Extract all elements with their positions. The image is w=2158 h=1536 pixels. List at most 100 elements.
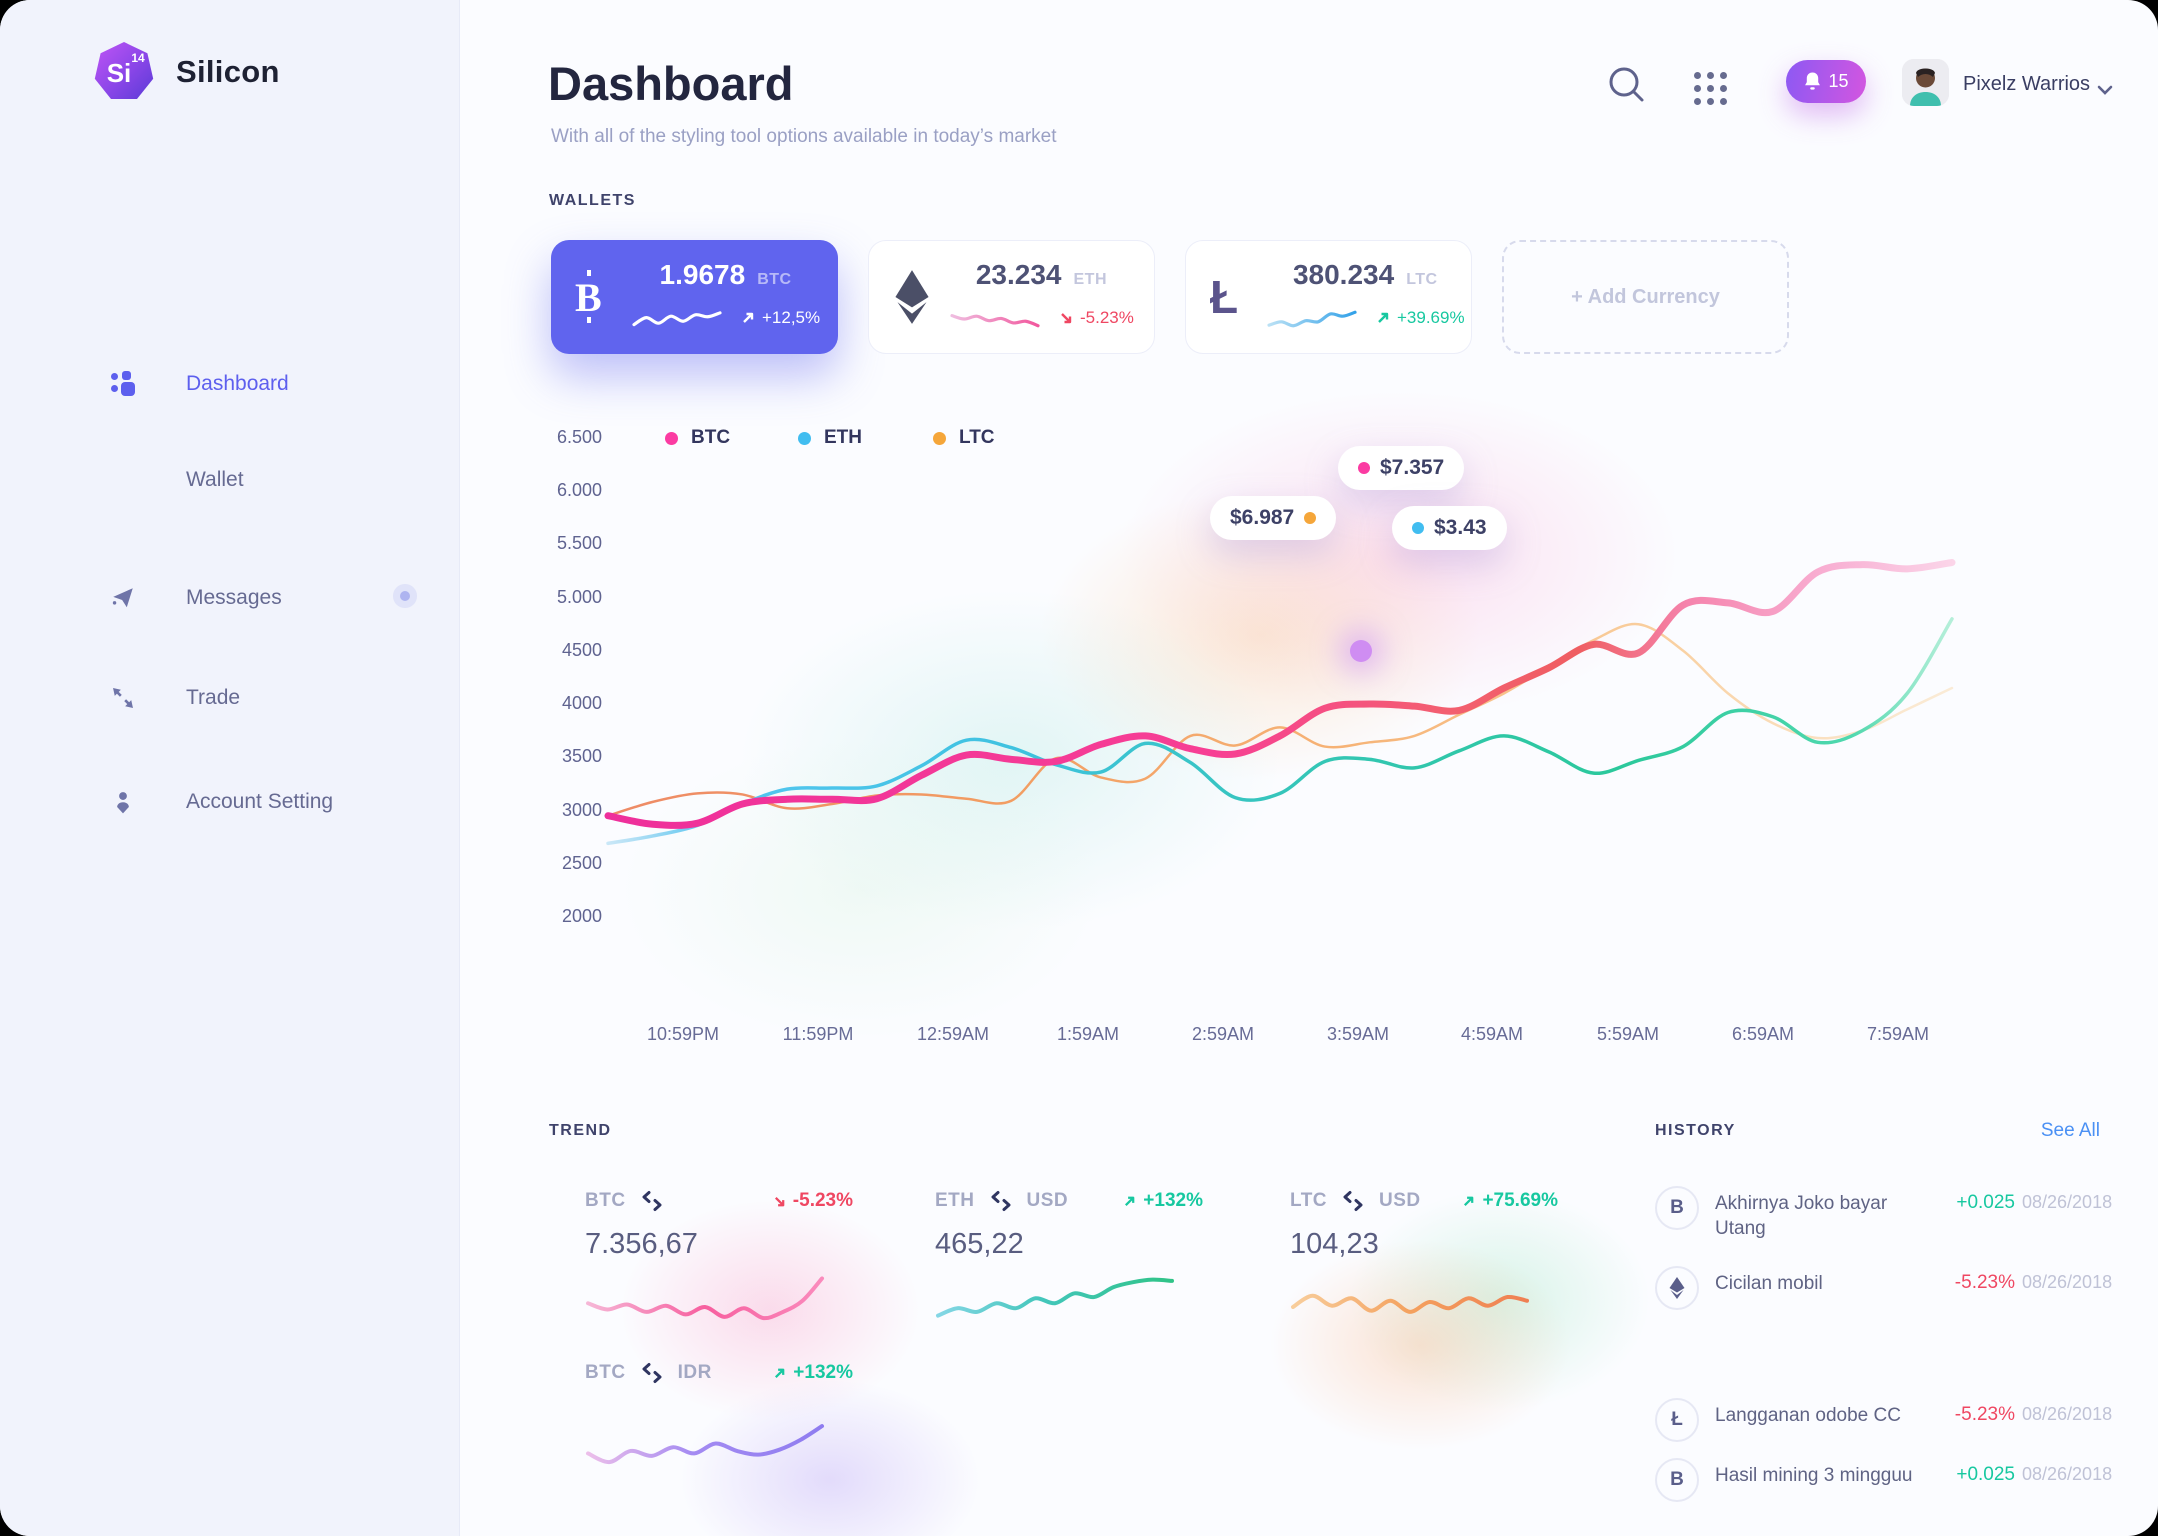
history-date: 08/26/2018 [2022,1272,2113,1292]
x-tick: 12:59AM [916,1024,990,1044]
trend-sparkline-btc-idr [586,1424,824,1465]
history-row[interactable]: Cicilan mobil -5.23% 08/26/2018 [1655,1266,2113,1310]
dashboard-icon [110,371,136,397]
silicon-logo-icon: Si 14 [94,42,154,99]
trend-value: 465,22 [935,1228,1024,1260]
trend-quote: USD [1026,1190,1069,1211]
x-tick: 2:59AM [1191,1024,1255,1044]
bell-icon [1805,72,1821,90]
wallet-card-eth[interactable]: 23.234 ETH -5.23% [868,240,1155,354]
user-name[interactable]: Pixelz Warrios [1963,73,2091,95]
sidebar-item-wallet[interactable]: Wallet [96,460,410,500]
notifications-button[interactable]: 15 [1786,60,1866,103]
litecoin-icon: Ł [1210,271,1239,323]
price-line-chart [604,558,1956,846]
trend-base: BTC [585,1362,626,1383]
eth-sparkline [950,314,1040,328]
y-tick: 3500 [561,746,602,766]
wallets-section-label: WALLETS [549,192,636,209]
wallet-symbol: LTC [1406,271,1438,288]
wallet-change: +39.69% [1376,308,1465,328]
tooltip-dot-eth [1412,522,1424,534]
sidebar-item-trade[interactable]: Trade [110,678,410,718]
y-tick: 5.000 [556,587,602,607]
wallet-symbol: ETH [1073,271,1107,288]
sidebar-item-account-setting[interactable]: Account Setting [110,782,410,822]
trend-value: 7.356,67 [585,1228,698,1260]
bitcoin-icon: B [1655,1186,1699,1230]
legend-eth[interactable]: ETH [798,427,862,449]
avatar[interactable] [1902,59,1949,106]
notification-count: 15 [1828,71,1849,91]
x-tick: 3:59AM [1326,1024,1390,1044]
app-name: Silicon [176,54,280,89]
see-all-link[interactable]: See All [2040,1120,2100,1141]
legend-label: BTC [691,427,731,448]
trend-base: ETH [935,1190,975,1211]
history-row[interactable]: Ł Langganan odobe CC -5.23% 08/26/2018 [1655,1398,2113,1442]
trend-change: +75.69% [1462,1190,1558,1212]
trend-change: +132% [773,1362,853,1384]
search-icon [1609,67,1644,102]
history-section-label: HISTORY [1655,1122,1736,1139]
history-amount: +0.025 [1956,1464,2015,1485]
x-tick: 10:59PM [646,1024,720,1044]
trend-section-label: TREND [549,1122,612,1139]
sidebar-item-dashboard[interactable]: Dashboard [110,364,410,404]
x-tick: 6:59AM [1731,1024,1795,1044]
trend-change: -5.23% [773,1190,853,1212]
trend-sparkline-btc [586,1276,824,1321]
wallet-change: -5.23% [1059,308,1134,328]
history-amount: -5.23% [1954,1272,2015,1293]
trend-change: +132% [1123,1190,1203,1212]
sidebar-item-messages[interactable]: Messages [110,578,410,618]
trend-quote: IDR [677,1362,712,1383]
chart-tooltip-eth: $3.43 [1392,506,1507,550]
search-button[interactable] [1604,62,1650,113]
swap-icon [642,1363,662,1383]
y-tick: 5.500 [556,533,602,553]
apps-grid-button[interactable] [1694,72,1727,105]
wallet-card-btc[interactable]: B 1.9678 BTC +12,5% [551,240,838,354]
trend-item-btc[interactable]: BTC -5.23% 7.356,67 [585,1190,853,1342]
wallet-amount: 380.234 [1292,259,1395,290]
add-currency-button[interactable]: + Add Currency [1502,240,1789,354]
trend-sparkline-ltc [1291,1293,1529,1314]
legend-label: ETH [824,427,862,448]
trend-item-eth-usd[interactable]: ETH USD +132% 465,22 [935,1190,1203,1342]
trend-item-btc-idr[interactable]: BTC IDR +132% [585,1362,853,1481]
y-tick: 6.000 [556,480,602,500]
history-title: Hasil mining 3 mingguu [1715,1465,1913,1486]
chevron-down-icon[interactable] [2097,82,2113,100]
history-date: 08/26/2018 [2022,1404,2113,1424]
history-title: Langganan odobe CC [1715,1405,1901,1426]
arrow-up-right-icon [1378,312,1389,323]
paper-plane-icon [110,585,136,611]
trend-item-ltc-usd[interactable]: LTC USD +75.69% 104,23 [1290,1190,1558,1342]
y-tick: 4000 [561,693,602,713]
y-tick: 6.500 [556,427,602,447]
history-row[interactable]: B Akhirnya Joko bayar Utang +0.025 08/26… [1655,1186,2112,1241]
legend-ltc[interactable]: LTC [933,427,995,449]
logo-mark: Si [107,58,132,88]
history-row[interactable]: B Hasil mining 3 mingguu +0.025 08/26/20… [1655,1458,2112,1502]
page-subtitle: With all of the styling tool options ava… [551,126,1057,147]
ethereum-icon [893,268,949,326]
legend-label: LTC [959,427,995,448]
sidebar-item-label: Account Setting [186,790,334,813]
legend-btc[interactable]: BTC [665,427,730,449]
tooltip-value: $7.357 [1380,456,1445,479]
swap-icon [991,1191,1010,1211]
wallet-icon [96,467,136,493]
wallet-card-ltc[interactable]: Ł 380.234 LTC +39.69% [1185,240,1472,354]
tooltip-value: $3.43 [1434,516,1487,539]
bitcoin-icon: B [1655,1458,1699,1502]
sidebar-item-label: Wallet [186,468,244,491]
x-tick: 5:59AM [1596,1024,1660,1044]
tooltip-dot-btc [1358,462,1370,474]
tooltip-dot-ltc [1304,512,1317,524]
y-tick: 4500 [561,640,602,660]
messages-notification-dot [400,591,410,601]
trend-base: LTC [1290,1190,1328,1211]
